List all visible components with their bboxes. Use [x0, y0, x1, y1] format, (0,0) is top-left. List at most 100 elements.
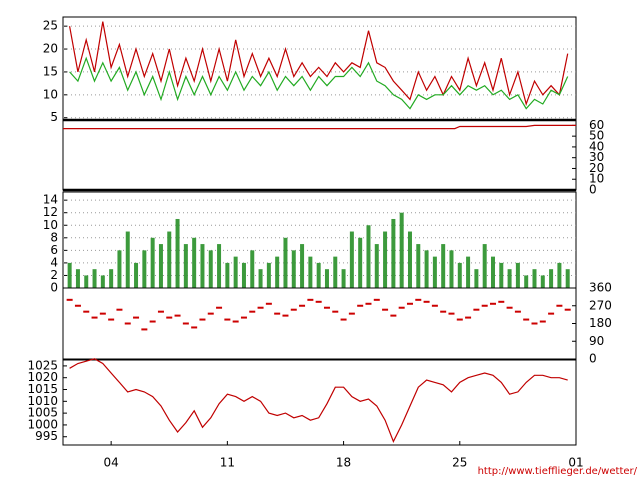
bar: [109, 269, 114, 288]
point: [440, 310, 447, 313]
x-tick-label: 04: [104, 456, 119, 470]
point: [448, 312, 455, 315]
y2-tick-label: 270: [589, 298, 612, 312]
point: [149, 320, 156, 323]
point: [207, 312, 214, 315]
y-tick-label: 4: [50, 255, 58, 269]
point: [415, 298, 422, 301]
point: [498, 300, 505, 303]
point: [365, 302, 372, 305]
bar: [158, 244, 163, 288]
point: [489, 302, 496, 305]
point: [548, 312, 555, 315]
y-tick-label: 1010: [27, 394, 58, 408]
point: [290, 308, 297, 311]
data-line: [63, 124, 576, 130]
y2-tick-label: 90: [589, 334, 604, 348]
y-tick-label: 5: [50, 110, 58, 124]
point: [332, 310, 339, 313]
bar: [250, 250, 255, 288]
bar: [466, 256, 471, 288]
y-tick-label: 1025: [27, 358, 58, 372]
y-tick-label: 1000: [27, 417, 58, 431]
point: [240, 316, 247, 319]
y-tick-label: 25: [43, 19, 58, 33]
bar: [117, 250, 122, 288]
bar: [565, 269, 570, 288]
point: [481, 304, 488, 307]
bar: [67, 262, 72, 288]
bar: [557, 262, 562, 288]
point: [74, 304, 81, 307]
y-tick-label: 6: [50, 243, 58, 257]
y-tick-label: 1020: [27, 370, 58, 384]
point: [191, 326, 198, 329]
bar: [142, 250, 147, 288]
y-tick-label: 10: [43, 87, 58, 101]
point: [141, 328, 148, 331]
bar: [134, 262, 139, 288]
point: [398, 306, 405, 309]
point: [390, 314, 397, 317]
point: [340, 318, 347, 321]
point: [556, 304, 563, 307]
y-tick-label: 10: [43, 218, 58, 232]
bar: [125, 231, 130, 288]
y2-tick-label: 0: [589, 352, 597, 366]
y-tick-label: 14: [43, 193, 58, 207]
bar: [241, 262, 246, 288]
point: [108, 318, 115, 321]
bar: [507, 269, 512, 288]
bar: [407, 231, 412, 288]
point: [531, 322, 538, 325]
point: [456, 318, 463, 321]
bar: [150, 237, 155, 288]
point: [66, 298, 73, 301]
y-tick-label: 15: [43, 64, 58, 78]
point: [133, 316, 140, 319]
point: [257, 306, 264, 309]
point: [99, 312, 106, 315]
bar: [84, 275, 89, 288]
bar: [515, 262, 520, 288]
point: [373, 298, 380, 301]
bar: [183, 244, 188, 288]
point: [124, 322, 131, 325]
point: [224, 318, 231, 321]
point: [249, 310, 256, 313]
bar: [499, 262, 504, 288]
point: [514, 310, 521, 313]
bar: [225, 262, 230, 288]
bar: [324, 269, 329, 288]
point: [182, 322, 189, 325]
point: [307, 298, 314, 301]
point: [83, 310, 90, 313]
x-tick-label: 11: [220, 456, 235, 470]
bar: [75, 269, 80, 288]
y2-tick-label: 0: [589, 183, 597, 197]
bar: [441, 244, 446, 288]
bar: [540, 275, 545, 288]
data-line: [69, 56, 569, 110]
y2-tick-label: 10: [589, 172, 604, 186]
bar: [283, 237, 288, 288]
y-tick-label: 20: [43, 42, 58, 56]
point: [506, 306, 513, 309]
point: [299, 304, 306, 307]
y-tick-label: 12: [43, 205, 58, 219]
bar: [100, 275, 105, 288]
point: [274, 312, 281, 315]
point: [406, 302, 413, 305]
point: [315, 300, 322, 303]
bar: [192, 237, 197, 288]
point: [265, 302, 272, 305]
bar: [92, 269, 97, 288]
y-tick-label: 2: [50, 268, 58, 282]
x-tick-label: 01: [568, 456, 583, 470]
point: [423, 300, 430, 303]
bar: [291, 250, 296, 288]
point: [564, 308, 571, 311]
bar: [374, 244, 379, 288]
